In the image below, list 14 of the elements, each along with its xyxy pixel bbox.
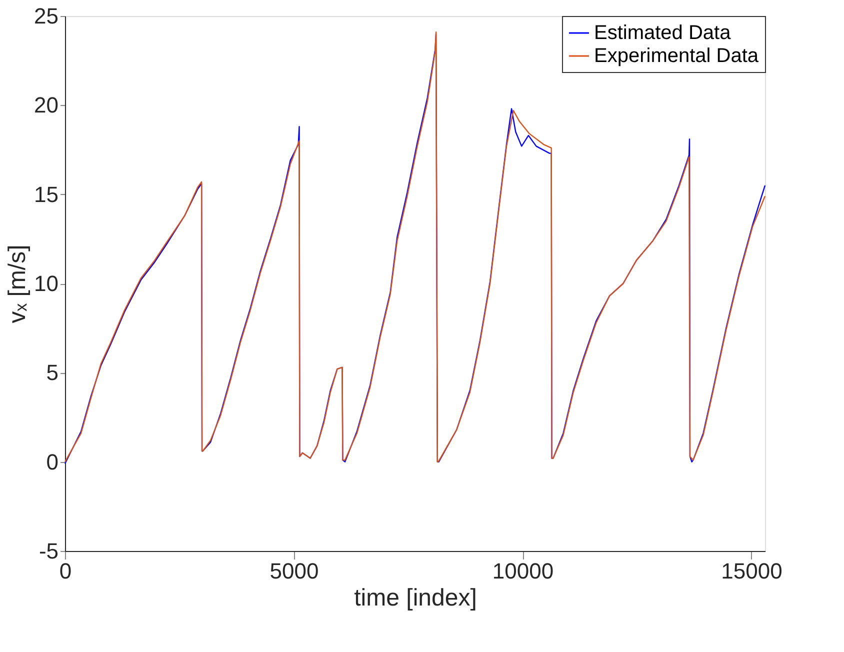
- y-tick-label: 10: [34, 271, 58, 296]
- x-axis-title: time [index]: [354, 584, 477, 612]
- legend-label: Experimental Data: [594, 45, 760, 67]
- y-axis-title: vₓ [m/s]: [4, 244, 32, 324]
- y-tick-label: 5: [46, 360, 58, 386]
- legend-label: Estimated Data: [594, 22, 732, 44]
- x-tick-label: 5000: [270, 558, 319, 584]
- y-tick-label: 0: [46, 449, 58, 474]
- y-tick-label: 20: [34, 92, 58, 118]
- y-tick-label: -5: [38, 538, 58, 564]
- x-tick-label: 10000: [492, 558, 554, 584]
- y-tick-label: 25: [34, 4, 58, 28]
- y-tick-label: 15: [34, 182, 58, 207]
- x-tick-label: 15000: [721, 558, 782, 584]
